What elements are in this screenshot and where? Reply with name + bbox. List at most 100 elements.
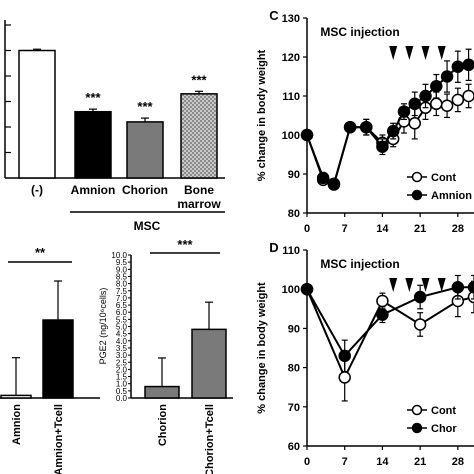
panel-d-data-point <box>338 371 351 384</box>
panel-d-y-tick-label: 110 <box>282 245 300 257</box>
panel-d-y-tick-label: 100 <box>282 284 300 296</box>
panel-b2-y-tick-label: 7.5 <box>116 287 128 296</box>
panel-b2-y-tick-label: 6.0 <box>116 308 128 317</box>
panel-b1-bar <box>0 394 32 399</box>
panel-a-tick-label: Bone <box>184 183 214 197</box>
panel-c-data-point <box>376 140 389 153</box>
panel-c-y-tick-label: 90 <box>288 169 300 181</box>
panel-b1-bar <box>42 319 74 399</box>
panel-c-data-point <box>408 97 421 111</box>
panel-b2-y-tick-label: 0.5 <box>116 387 128 396</box>
panel-c-legend-label: Amnion <box>431 190 472 202</box>
panel-a-tick-label: Chorion <box>122 183 168 197</box>
panel-a-bar <box>126 121 164 179</box>
panel-d-y-tick-label: 60 <box>288 441 300 453</box>
panel-b2-y-tick-label: 2.0 <box>116 365 128 374</box>
panel-b2-y-tick-label: 1.5 <box>116 373 128 382</box>
panel-a-bar <box>74 110 112 179</box>
panel-d-data-point <box>467 280 474 294</box>
panel-d-annotation: MSC injection <box>320 257 399 271</box>
panel-c-injection-arrow <box>437 46 446 60</box>
panel-b2-y-tick-label: 10.0 <box>111 251 127 260</box>
panel-c-data-point <box>343 120 357 134</box>
panel-c-panel-label: C <box>269 8 279 23</box>
panel-d-data-point <box>413 290 427 304</box>
panel-c-legend-marker <box>411 171 423 183</box>
panel-c-data-point <box>430 80 443 93</box>
panel-c-x-tick-label: 28 <box>452 223 464 235</box>
panel-b2-y-tick-label: 4.5 <box>116 330 128 339</box>
panel-b2-tick-label: Chorion <box>157 404 169 446</box>
panel-b2-y-tick-label: 6.5 <box>116 301 128 310</box>
panel-b2-y-tick-label: 4.0 <box>116 337 128 346</box>
panel-d-data-point <box>467 290 474 304</box>
panel-d-x-tick-label: 21 <box>414 456 426 468</box>
panel-d-y-tick-label: 80 <box>288 363 300 375</box>
panel-b2-y-tick-label: 8.0 <box>116 280 128 289</box>
panel-c-legend-label: Cont <box>431 172 456 184</box>
panel-c-annotation: MSC injection <box>320 25 399 39</box>
panel-a-significance: *** <box>191 72 207 87</box>
panel-b2-bar <box>144 385 180 399</box>
panel-b2-y-tick-label: 3.0 <box>116 351 128 360</box>
panel-b2-y-tick-label: 3.5 <box>116 344 128 353</box>
panel-c-data-point <box>440 99 454 112</box>
panel-d-x-tick-label: 28 <box>452 456 464 468</box>
panel-c-data-point <box>327 177 341 190</box>
panel-c-data-point <box>451 60 465 73</box>
panel-d-data-point <box>338 349 351 363</box>
panel-a-significance: *** <box>85 90 101 105</box>
panel-b1-tick-label: Amnion+Tcell <box>53 404 65 474</box>
panel-a-tick-label: Amnion <box>71 183 116 197</box>
panel-d-y-axis-label: % change in body weight <box>256 282 268 414</box>
panel-d-injection-arrow <box>437 278 446 292</box>
panel-a-bar <box>180 93 218 179</box>
panel-d-data-point <box>413 318 427 331</box>
panel-c-series-line <box>306 63 469 186</box>
panel-c-data-point <box>397 105 411 118</box>
panel-b2-y-tick-label: 1.0 <box>116 380 128 389</box>
panel-c-y-tick-label: 120 <box>282 52 300 64</box>
panel-d-injection-arrow <box>405 278 414 292</box>
panel-d-x-tick-label: 0 <box>304 456 310 468</box>
panel-c-data-point <box>360 120 373 134</box>
panel-c-injection-arrow <box>389 46 398 60</box>
panel-d-injection-arrow <box>421 278 430 292</box>
panel-c-data-point <box>462 89 474 103</box>
panel-d-y-tick-label: 70 <box>288 402 300 414</box>
panel-d-legend-label: Cont <box>431 405 456 417</box>
panel-a-significance: *** <box>137 99 153 114</box>
panel-c-data-point <box>300 128 314 142</box>
panel-d-data-point <box>451 280 465 294</box>
panel-c-injection-arrow <box>405 46 414 60</box>
panel-c-data-point <box>462 58 474 72</box>
panel-a-group-label: MSC <box>134 219 161 233</box>
panel-c-y-tick-label: 100 <box>282 130 300 142</box>
panel-a-bar <box>18 49 56 179</box>
panel-d-legend-marker <box>411 404 423 416</box>
panel-c-y-axis-label: % change in body weight <box>256 49 268 181</box>
panel-c-y-tick-label: 80 <box>288 208 300 220</box>
panel-c-data-point <box>386 124 400 138</box>
panel-c-y-tick-label: 110 <box>282 91 300 103</box>
panel-c-y-tick-label: 130 <box>282 13 300 25</box>
panel-b2-y-tick-label: 7.0 <box>116 294 128 303</box>
panel-d-injection-arrow <box>389 278 398 292</box>
panel-c-x-tick-label: 14 <box>376 223 389 235</box>
panel-b2-tick-label: Chorion+Tcell <box>204 404 216 474</box>
panel-d-y-tick-label: 90 <box>288 323 300 335</box>
panel-d-x-tick-label: 7 <box>342 456 348 468</box>
panel-b2-y-tick-label: 8.5 <box>116 272 128 281</box>
panel-d-legend-marker <box>411 422 423 434</box>
panel-a-tick-label: (-) <box>31 183 43 197</box>
panel-b1-tick-label: Amnion <box>11 404 23 445</box>
panel-a-tick-label: marrow <box>177 197 221 211</box>
panel-c-data-point <box>419 89 432 103</box>
panel-c-data-point <box>451 93 465 107</box>
panel-b2-y-tick-label: 9.0 <box>116 265 128 274</box>
panel-c-x-tick-label: 7 <box>342 223 348 235</box>
panel-d-data-point <box>376 308 389 321</box>
panel-d-x-tick-label: 14 <box>376 456 389 468</box>
panel-c-x-tick-label: 21 <box>414 223 426 235</box>
